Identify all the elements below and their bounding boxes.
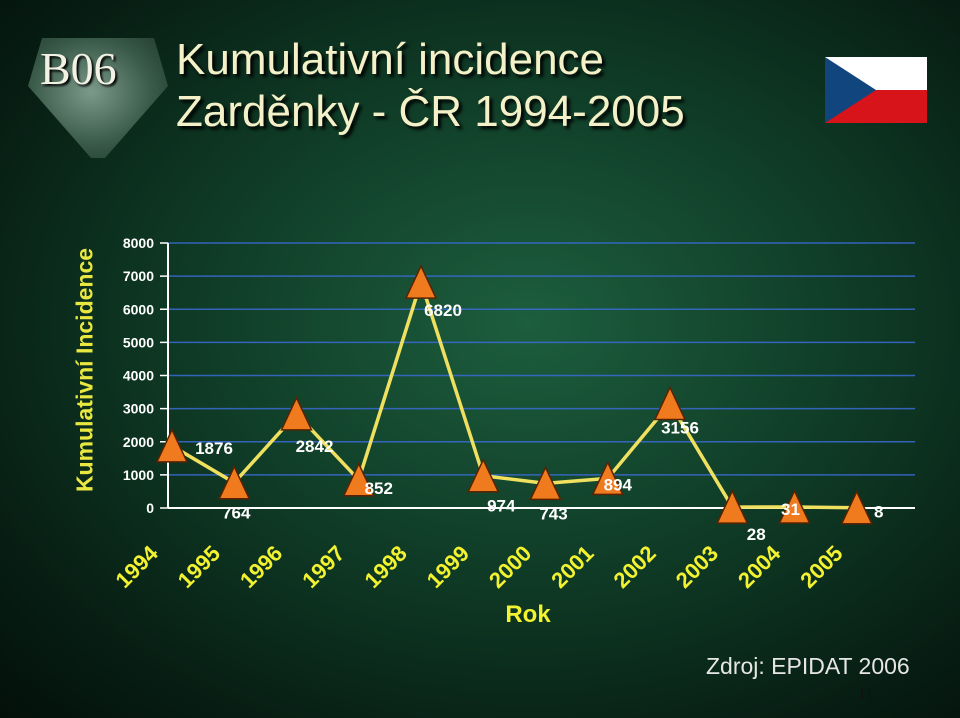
data-label: 894 — [604, 475, 633, 494]
data-label: 6820 — [424, 301, 462, 320]
data-point-marker — [591, 460, 624, 496]
x-tick-label: 1998 — [360, 541, 412, 593]
data-point-marker — [653, 385, 687, 421]
y-tick-label: 5000 — [123, 334, 154, 350]
source-note: Zdroj: EPIDAT 2006 — [706, 653, 910, 679]
data-label: 28 — [747, 525, 766, 544]
data-point-marker — [778, 489, 811, 524]
data-point-marker — [840, 489, 873, 525]
data-label: 852 — [365, 479, 393, 498]
data-point-marker — [155, 428, 189, 463]
x-axis-label: Rok — [505, 601, 551, 628]
y-tick-label: 4000 — [123, 368, 154, 384]
x-tick-label: 2003 — [671, 541, 723, 593]
page-number: 11 — [858, 686, 874, 703]
data-label: 1876 — [195, 439, 233, 458]
data-label: 8 — [874, 503, 883, 522]
data-point-marker — [716, 489, 749, 524]
title-line-2: Zarděnky - ČR 1994-2005 — [176, 87, 685, 136]
x-tick-label: 1995 — [173, 541, 225, 593]
data-label: 2842 — [296, 437, 334, 456]
data-label: 743 — [539, 504, 567, 523]
data-point-marker — [467, 457, 500, 493]
x-tick-label: 1997 — [297, 541, 349, 593]
data-label: 974 — [487, 497, 516, 516]
data-point-marker — [218, 464, 251, 500]
data-label: 31 — [781, 500, 800, 519]
y-tick-label: 6000 — [123, 301, 154, 317]
x-tick-label: 1994 — [111, 540, 164, 593]
slide-code: B06 — [40, 43, 117, 94]
slide-title: Kumulativní incidence Zarděnky - ČR 1994… — [176, 34, 685, 138]
data-point-marker — [404, 264, 438, 299]
title-line-1: Kumulativní incidence — [176, 35, 605, 84]
y-tick-label: 2000 — [123, 434, 154, 450]
data-label: 764 — [222, 504, 251, 523]
y-tick-label: 8000 — [123, 235, 154, 251]
y-tick-label: 3000 — [123, 401, 154, 417]
x-tick-label: 2000 — [484, 541, 536, 593]
x-tick-label: 2001 — [546, 541, 598, 593]
x-tick-label: 2004 — [733, 540, 786, 593]
x-tick-label: 2002 — [609, 541, 661, 593]
y-tick-label: 7000 — [123, 268, 154, 284]
data-label: 3156 — [661, 418, 699, 437]
data-point-marker — [342, 462, 375, 497]
series-line — [171, 280, 857, 510]
y-tick-label: 0 — [146, 500, 154, 516]
x-tick-label: 1996 — [235, 541, 287, 593]
y-tick-label: 1000 — [123, 467, 154, 483]
x-tick-label: 2005 — [795, 541, 847, 593]
data-point-marker — [529, 465, 562, 501]
x-tick-label: 1999 — [422, 541, 474, 593]
czech-flag-icon — [825, 57, 927, 123]
data-point-marker — [280, 396, 313, 431]
